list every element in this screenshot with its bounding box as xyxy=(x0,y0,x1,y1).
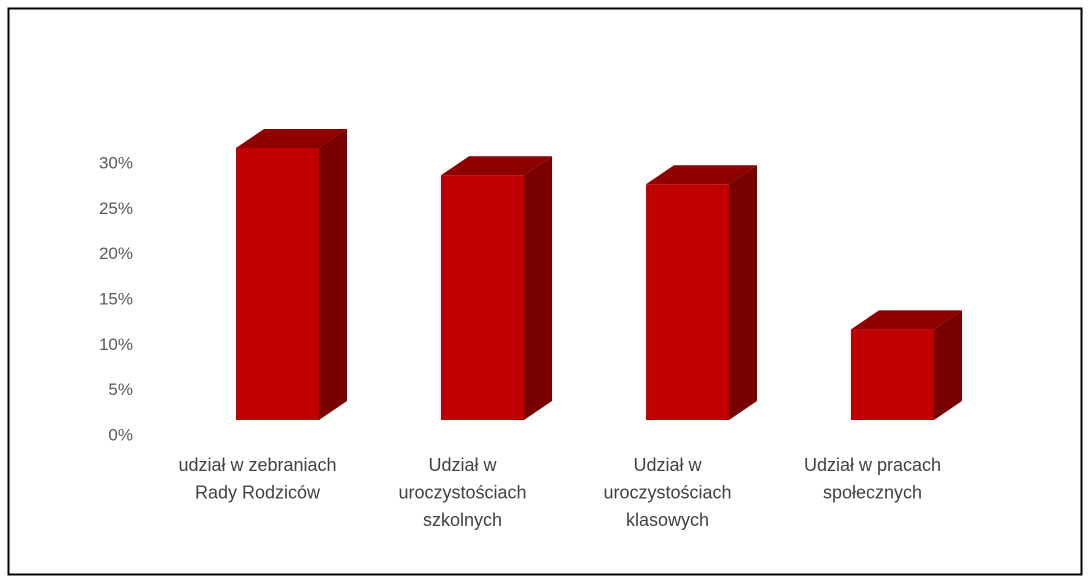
y-tick-label: 30% xyxy=(99,153,133,172)
bar xyxy=(851,329,934,420)
bar xyxy=(236,148,319,420)
bar-side xyxy=(934,310,962,420)
y-tick-label: 10% xyxy=(99,335,133,354)
x-tick-label: Udział w xyxy=(633,455,702,475)
y-tick-label: 5% xyxy=(108,380,133,399)
bar-side xyxy=(729,165,757,420)
y-tick-label: 20% xyxy=(99,244,133,263)
x-tick-label: społecznych xyxy=(823,482,922,502)
bar xyxy=(441,175,524,420)
x-tick-label: uroczystościach xyxy=(398,482,526,502)
bar xyxy=(646,184,729,420)
x-tick-label: Udział w xyxy=(428,455,497,475)
bar-side xyxy=(524,156,552,420)
bar-side xyxy=(319,129,347,420)
x-tick-label: Udział w pracach xyxy=(804,455,941,475)
x-tick-label: udział w zebraniach xyxy=(178,455,336,475)
bar-top xyxy=(646,165,757,185)
y-tick-label: 0% xyxy=(108,425,133,444)
x-tick-label: szkolnych xyxy=(423,510,502,530)
bar-top xyxy=(851,310,962,330)
y-tick-label: 25% xyxy=(99,199,133,218)
x-tick-label: Rady Rodziców xyxy=(195,482,321,502)
bar-top xyxy=(441,156,552,176)
bar-top xyxy=(236,129,347,148)
x-tick-label: uroczystościach xyxy=(603,482,731,502)
x-tick-label: klasowych xyxy=(626,510,709,530)
y-tick-label: 15% xyxy=(99,289,133,308)
